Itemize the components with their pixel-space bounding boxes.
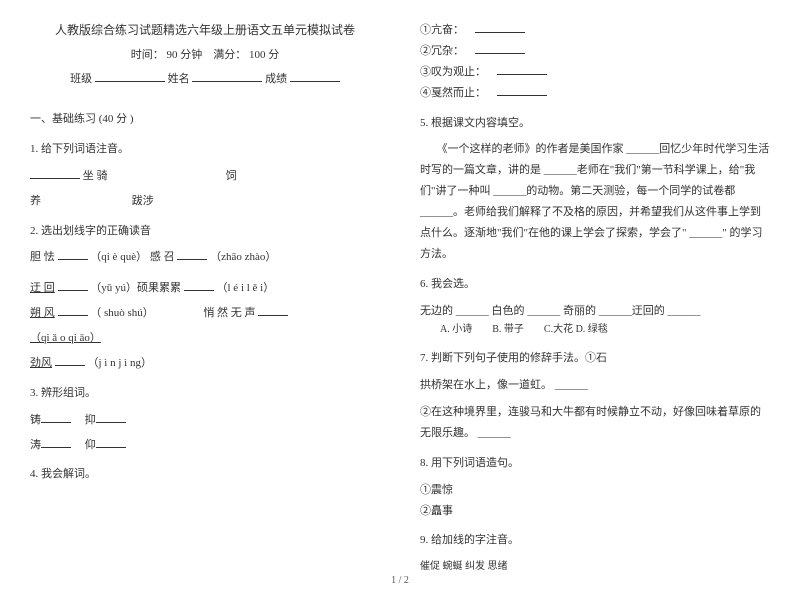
q4-items: ①亢奋： ②冗杂： ③叹为观止： ④戛然而止： <box>420 20 770 104</box>
page-number: 1 / 2 <box>0 575 800 586</box>
q3-body: 铸 抑 涛 仰 <box>30 410 380 456</box>
q9-title: 9. 给加线的字注音。 <box>420 531 770 551</box>
q2-l3a: 朔 风 <box>30 307 55 319</box>
q4-i3: ④戛然而止： <box>420 87 486 99</box>
q1-l1b: 饲 <box>226 170 237 182</box>
q2-l4a: （qi ǎ o qi āo） <box>30 332 101 344</box>
q7-l2: ②在这种境界里，连骏马和大牛都有时候静立不动，好像回味着草原的无限乐趣。 ___… <box>420 402 770 444</box>
q1-l1a: 坐 骑 <box>83 170 108 182</box>
q5-title: 5. 根据课文内容填空。 <box>420 114 770 134</box>
time-label: 时间： <box>131 49 164 61</box>
name-label: 姓名 <box>168 73 190 85</box>
q3-l2b: 仰 <box>85 439 96 451</box>
name-blank <box>192 69 262 82</box>
q1-l2b: 跋涉 <box>132 195 154 207</box>
class-label: 班级 <box>70 73 92 85</box>
q2-l2b: （yū yú）硕果累累 <box>90 282 181 294</box>
class-blank <box>95 69 165 82</box>
q4-title: 4. 我会解词。 <box>30 465 380 485</box>
q4-i0: ①亢奋： <box>420 24 464 36</box>
student-info-line: 班级 姓名 成绩 <box>30 69 380 90</box>
score-label: 满分： <box>213 49 246 61</box>
q6-line: 无边的 ______ 白色的 ______ 奇丽的 ______迂回的 ____… <box>420 301 770 322</box>
q4-i1: ②冗杂： <box>420 45 464 57</box>
q2-l5a: 劲风 <box>30 357 52 369</box>
q2-l2a: 迂 回 <box>30 282 55 294</box>
q2-l2c: （l é i l ě i） <box>217 282 275 294</box>
grade-blank <box>290 69 340 82</box>
q2-title: 2. 选出划线字的正确读音 <box>30 222 380 242</box>
q6-opt-c: C.大花 D. 绿毯 <box>544 321 608 339</box>
grade-label: 成绩 <box>265 73 287 85</box>
q1-l2a: 养 <box>30 195 41 207</box>
q5-body: 《一个这样的老师》的作者是美国作家 ______回忆少年时代学习生活时写的一篇文… <box>420 139 770 264</box>
q2-l1b: （qi è què） 感 召 <box>90 251 174 263</box>
q2-l1a: 胆 怯 <box>30 251 55 263</box>
q7-l1: 拱桥架在水上，像一道虹。 ______ <box>420 375 770 396</box>
q3-title: 3. 辨形组词。 <box>30 384 380 404</box>
q4-i2: ③叹为观止： <box>420 66 486 78</box>
q6-options: A. 小诗 B. 带子 C.大花 D. 绿毯 <box>420 321 770 339</box>
q7-title: 7. 判断下列句子使用的修辞手法。①石 <box>420 349 770 369</box>
q2-body: 胆 怯 （qi è què） 感 召 （zhāo zhào） 迂 回 （yū y… <box>30 247 380 373</box>
q3-l2a: 涛 <box>30 439 41 451</box>
q8-items: ①震惊 ②矗事 <box>420 480 770 522</box>
doc-time-score: 时间： 90 分钟 满分： 100 分 <box>30 46 380 66</box>
q1-body: 坐 骑 饲 养 跋涉 <box>30 166 380 212</box>
q2-l5b: （j ì n j ì ng） <box>88 357 152 369</box>
q1-title: 1. 给下列词语注音。 <box>30 140 380 160</box>
doc-title: 人教版综合练习试题精选六年级上册语文五单元模拟试卷 <box>30 20 380 42</box>
q3-l1b: 抑 <box>85 414 96 426</box>
q8-i1: ②矗事 <box>420 501 770 522</box>
score-value: 100 分 <box>249 49 279 61</box>
q2-l1c: （zhāo zhào） <box>210 251 276 263</box>
q6-title: 6. 我会选。 <box>420 275 770 295</box>
time-value: 90 分钟 <box>167 49 203 61</box>
q3-l1a: 铸 <box>30 414 41 426</box>
q2-l3c: 悄 然 无 声 <box>203 307 255 319</box>
q2-l3b: （ shuò shú） <box>90 307 154 319</box>
q9-words: 催促 蜿蜒 纠发 思绪 <box>420 557 770 576</box>
q8-title: 8. 用下列词语造句。 <box>420 454 770 474</box>
section-1-title: 一、基础练习 (40 分 ) <box>30 110 380 130</box>
q8-i0: ①震惊 <box>420 480 770 501</box>
q6-opt-b: B. 带子 <box>492 321 524 339</box>
q6-opt-a: A. 小诗 <box>440 321 472 339</box>
